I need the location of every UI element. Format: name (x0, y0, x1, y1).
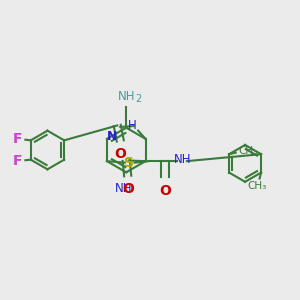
Text: H: H (128, 119, 136, 132)
Text: N: N (107, 130, 118, 143)
Text: NH: NH (115, 182, 132, 195)
Text: S: S (124, 156, 134, 170)
Text: NH: NH (118, 90, 135, 103)
Text: O: O (159, 184, 171, 198)
Text: F: F (12, 154, 22, 168)
Text: O: O (122, 182, 134, 196)
Text: CH₃: CH₃ (239, 146, 258, 156)
Text: O: O (114, 147, 126, 161)
Text: F: F (12, 132, 22, 146)
Text: CH₃: CH₃ (247, 181, 266, 191)
Text: 2: 2 (136, 94, 142, 103)
Text: NH: NH (174, 153, 191, 166)
